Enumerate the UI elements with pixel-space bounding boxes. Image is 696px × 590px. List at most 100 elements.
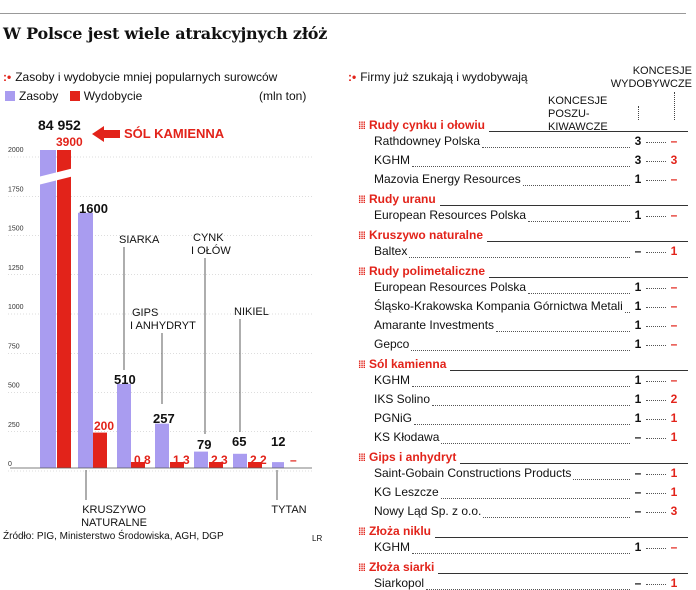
section-rule	[438, 563, 688, 574]
extraction-count: 1	[670, 576, 678, 590]
extraction-count: 1	[670, 485, 678, 499]
dot-leader	[646, 474, 666, 475]
value-label-zasoby: 79	[197, 437, 211, 452]
company-row: PGNiG	[374, 411, 632, 425]
dot-leader	[441, 433, 630, 444]
company-row: European Resources Polska	[374, 208, 632, 222]
extraction-count: 3	[670, 504, 678, 518]
value-label-zasoby: 510	[114, 372, 136, 387]
dot-leader	[646, 493, 666, 494]
dot-leader	[646, 584, 666, 585]
company-name: Baltex	[374, 244, 408, 258]
right-subtitle: :• Firmy już szukają i wydobywają	[348, 70, 528, 84]
company-name: Rathdowney Polska	[374, 134, 481, 148]
bar-zasoby	[233, 453, 247, 468]
category-label: SÓL KAMIENNA	[124, 126, 225, 141]
company-row: KGHM	[374, 540, 632, 554]
dot-leader	[646, 307, 666, 308]
header-exploration: KONCESJE POSZU- KIWAWCZE	[548, 95, 608, 133]
bar-zasoby	[117, 383, 131, 468]
y-tick-label: 1000	[8, 304, 24, 311]
left-subtitle: :• Zasoby i wydobycie mniej popularnych s…	[3, 70, 278, 84]
dot-leader	[496, 321, 630, 332]
y-tick-label: 250	[8, 422, 20, 429]
dot-leader	[522, 175, 630, 186]
legend-swatch-wydobycie	[69, 91, 80, 101]
category-label: KRUSZYWO	[82, 504, 146, 516]
y-tick-label: 2000	[8, 147, 24, 154]
company-row: Baltex	[374, 244, 632, 258]
y-tick-label: 1250	[8, 265, 24, 272]
extraction-count: –	[670, 280, 678, 294]
section-rule	[460, 453, 688, 464]
company-row: European Resources Polska	[374, 280, 632, 294]
dot-leader	[482, 137, 630, 148]
section-header: ⁞⁞⁞ Rudy uranu	[358, 192, 688, 206]
value-label-zasoby: 65	[232, 434, 246, 449]
dot-leader	[646, 438, 666, 439]
hash-icon: ⁞⁞⁞	[358, 121, 366, 132]
dot-leader	[646, 419, 666, 420]
section-header: ⁞⁞⁞ Złoża niklu	[358, 524, 688, 538]
dot-leader	[646, 288, 666, 289]
company-row: Amarante Investments	[374, 318, 632, 332]
bar-wydobycie	[57, 150, 71, 468]
value-label-zasoby: 84 952	[38, 117, 81, 133]
dot-leader	[440, 488, 630, 499]
category-label: I ANHYDRYT	[130, 320, 196, 332]
extraction-count: –	[670, 208, 678, 222]
category-label: I OŁÓW	[191, 244, 231, 257]
company-name: Amarante Investments	[374, 318, 495, 332]
hash-icon: ⁞⁞⁞	[358, 360, 366, 371]
exploration-count: 1	[634, 373, 642, 387]
dot-leader	[412, 156, 630, 167]
hash-icon: ⁞⁞⁞	[358, 453, 366, 464]
header-extraction: KONCESJE WYDOBYWCZE	[610, 65, 692, 90]
dot-leader	[412, 376, 630, 387]
company-row: KS Kłodawa	[374, 430, 632, 444]
section-rule	[487, 231, 688, 242]
value-label-wydobycie: 200	[94, 419, 114, 433]
bar-zasoby	[155, 423, 169, 468]
extraction-count: 1	[670, 244, 678, 258]
dot-leader	[412, 543, 630, 554]
exploration-count: 1	[634, 337, 642, 351]
section-label: Złoża siarki	[369, 560, 435, 574]
extraction-count: –	[670, 337, 678, 351]
arrow-icon	[92, 126, 120, 142]
section-label: Rudy uranu	[369, 192, 436, 206]
company-name: Siarkopol	[374, 576, 425, 590]
bar-zasoby	[40, 150, 56, 468]
value-label-wydobycie: 2,2	[250, 453, 267, 467]
company-name: KGHM	[374, 540, 410, 554]
section-label: Sól kamienna	[369, 357, 447, 371]
legend-label-wydobycie: Wydobycie	[83, 89, 143, 103]
value-label-zasoby: 12	[271, 434, 285, 449]
bar-wydobycie	[209, 462, 223, 468]
dot-leader	[573, 469, 630, 480]
exploration-count: 1	[634, 540, 642, 554]
chart-legend: Zasoby Wydobycie	[5, 89, 142, 103]
company-name: KGHM	[374, 373, 410, 387]
hash-icon: ⁞⁞⁞	[358, 195, 366, 206]
column-guide	[638, 106, 639, 120]
bar-wydobycie	[131, 462, 145, 468]
axis-break	[38, 168, 74, 185]
exploration-count: 1	[634, 208, 642, 222]
company-row: Nowy Ląd Sp. z o.o.	[374, 504, 632, 518]
dot-leader	[646, 180, 666, 181]
dot-leader	[646, 326, 666, 327]
dot-leader	[646, 548, 666, 549]
company-row: Rathdowney Polska	[374, 134, 632, 148]
bar-chart: 0 250 500 750 1000 1250 1500 1750 2000 84 952 1600…	[8, 117, 312, 529]
hash-icon: ⁞⁞⁞	[358, 563, 366, 574]
dot-leader	[646, 161, 666, 162]
section-header: ⁞⁞⁞ Złoża siarki	[358, 560, 688, 574]
section-rule	[450, 360, 688, 371]
company-name: Śląsko-Krakowska Kompania Górnictwa Meta…	[374, 299, 623, 313]
y-tick-label: 500	[8, 383, 20, 390]
source-note: Źródło: PIG, Ministerstwo Środowiska, AG…	[3, 531, 224, 542]
category-label: CYNK	[193, 232, 224, 244]
value-label-zasoby: 257	[153, 411, 175, 426]
section-label: Kruszywo naturalne	[369, 228, 484, 242]
